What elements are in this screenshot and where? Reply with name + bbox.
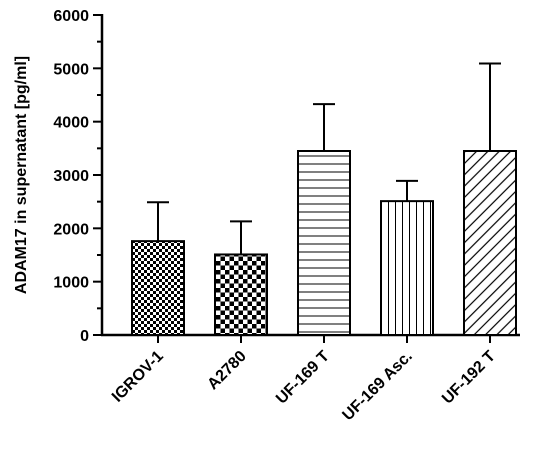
plot-area: 0 1000 2000 3000 4000 5000 6000 IGROV-1 A2780 UF-… [53, 8, 520, 424]
y-tick-label: 0 [80, 328, 89, 345]
y-axis-label: ADAM17 in supernatant [pg/ml] [13, 56, 30, 294]
y-tick-label: 1000 [53, 275, 89, 292]
bar-a2780 [214, 253, 268, 336]
bar-uf-169-asc [380, 200, 434, 336]
y-tick-label: 4000 [53, 115, 89, 132]
y-tick-label: 5000 [53, 61, 89, 78]
x-category-label: IGROV-1 [109, 348, 167, 406]
x-category-label: UF-169 T [273, 348, 333, 408]
x-category-label: UF-192 T [439, 348, 499, 408]
y-tick-label: 6000 [53, 8, 89, 25]
x-category-label: UF-169 Asc. [339, 348, 415, 424]
x-category-label: A2780 [204, 348, 249, 393]
y-tick-label: 3000 [53, 168, 89, 185]
bar-uf-169-t [297, 150, 351, 336]
y-tick-label: 2000 [53, 221, 89, 238]
bar-igrov-1 [131, 240, 185, 336]
bar-uf-192-t [463, 150, 517, 336]
